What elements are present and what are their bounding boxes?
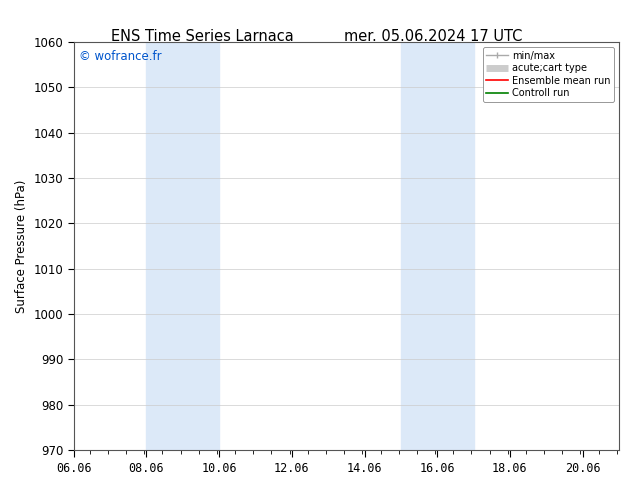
Bar (146, 42, 219, 450)
Y-axis label: Surface Pressure (hPa): Surface Pressure (hPa) (15, 179, 28, 313)
Text: ENS Time Series Larnaca: ENS Time Series Larnaca (111, 29, 294, 44)
Text: © wofrance.fr: © wofrance.fr (79, 50, 162, 63)
Legend: min/max, acute;cart type, Ensemble mean run, Controll run: min/max, acute;cart type, Ensemble mean … (482, 47, 614, 102)
Text: mer. 05.06.2024 17 UTC: mer. 05.06.2024 17 UTC (344, 29, 522, 44)
Bar (401, 42, 474, 450)
